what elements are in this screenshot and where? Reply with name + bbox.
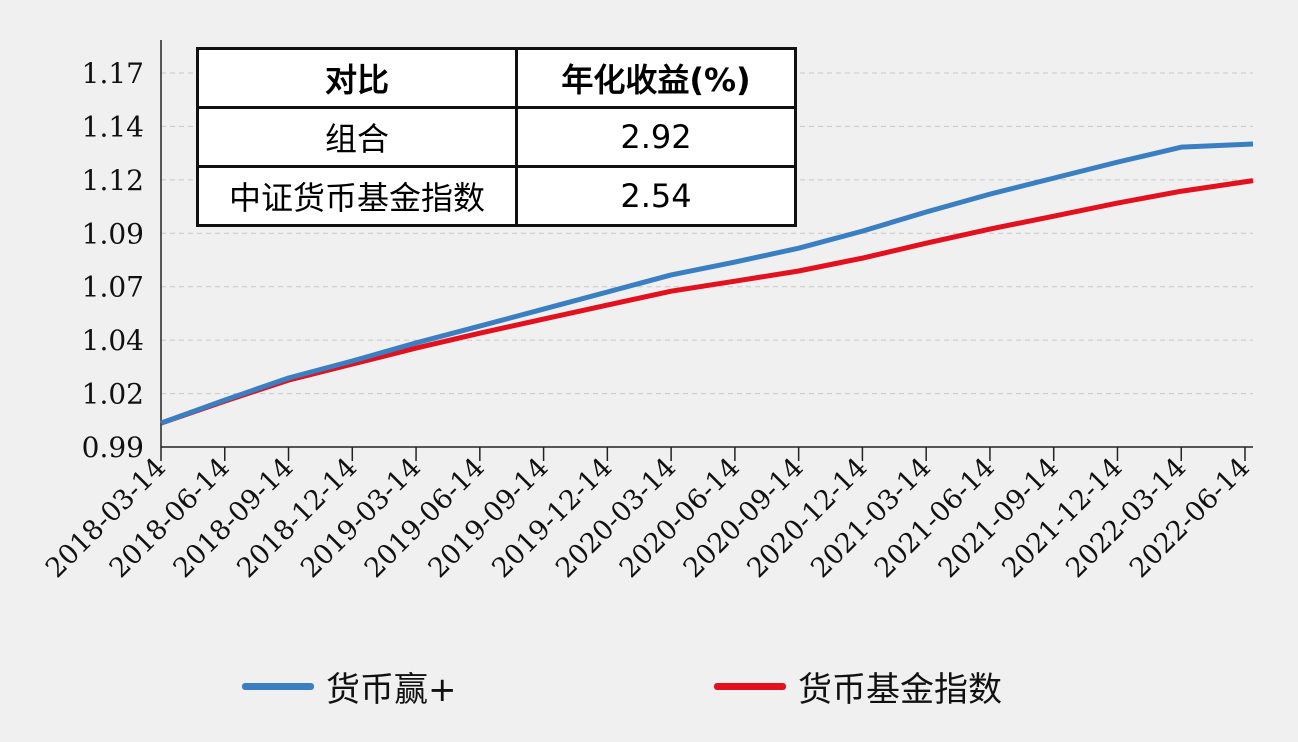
y-tick-label: 1.04 bbox=[82, 324, 144, 357]
y-tick-label: 1.14 bbox=[82, 110, 144, 143]
legend-label: 货币赢+ bbox=[326, 670, 457, 710]
table-header: 对比 bbox=[196, 47, 518, 109]
table-cell: 2.54 bbox=[515, 165, 797, 227]
y-tick-label: 1.07 bbox=[82, 271, 144, 304]
legend-item-0: 货币赢+ bbox=[242, 662, 457, 711]
legend-swatch bbox=[714, 683, 786, 690]
legend-label: 货币基金指数 bbox=[798, 670, 1002, 710]
y-tick-label: 1.17 bbox=[82, 57, 144, 90]
legend-swatch bbox=[242, 683, 314, 690]
table-cell: 中证货币基金指数 bbox=[196, 165, 518, 227]
y-tick-label: 0.99 bbox=[82, 431, 144, 464]
table-header: 年化收益(%) bbox=[515, 47, 797, 109]
series-line bbox=[160, 178, 1254, 426]
y-tick-label: 1.02 bbox=[82, 378, 144, 411]
y-tick-label: 1.12 bbox=[82, 164, 144, 197]
table-cell: 组合 bbox=[196, 106, 518, 168]
table-cell: 2.92 bbox=[515, 106, 797, 168]
legend-item-1: 货币基金指数 bbox=[714, 662, 1002, 711]
returns-table: 对比 年化收益(%) 组合 2.92 中证货币基金指数 2.54 bbox=[196, 47, 797, 227]
series-line bbox=[160, 141, 1254, 426]
y-tick-label: 1.09 bbox=[82, 217, 144, 250]
